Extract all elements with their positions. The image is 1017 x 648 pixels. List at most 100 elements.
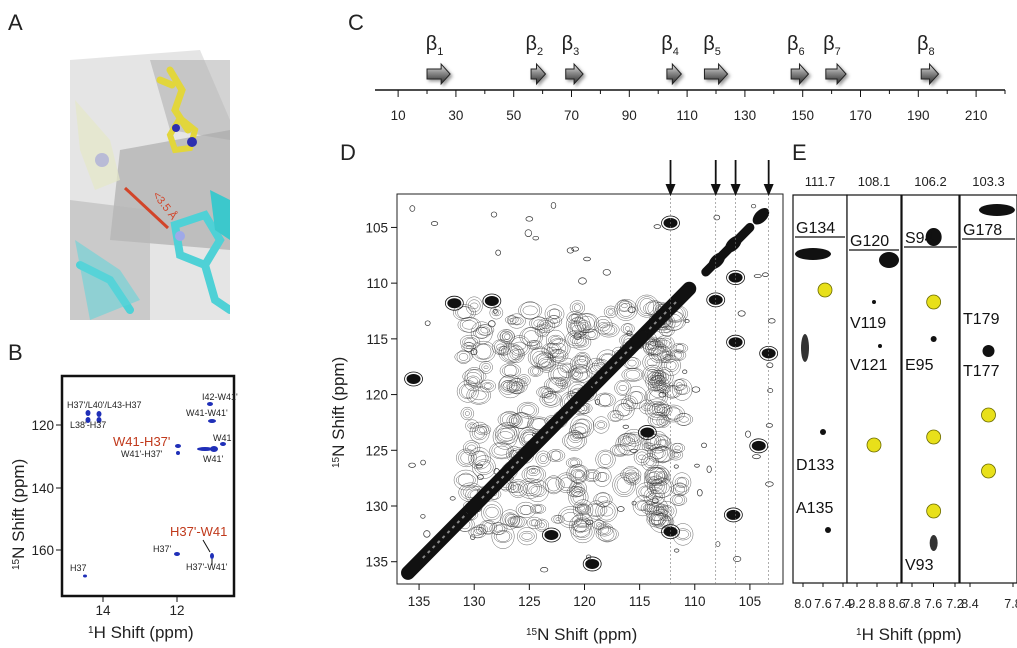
noise-peak [733,556,742,562]
contour [541,342,562,359]
strip-frame [959,194,1017,584]
contour [509,318,515,322]
residue-label: T179 [963,311,1000,328]
contour [546,449,566,463]
diagonal-peak [675,286,692,303]
contour [521,405,535,416]
noise-peak [631,500,637,506]
contour [578,356,587,363]
contour [585,503,608,517]
strip-xtick: 7.2 [946,597,963,611]
noise-peak [673,464,679,469]
contour [493,445,510,456]
noise-peak [578,277,587,285]
peak [96,411,102,417]
panel-d-ytick: 125 [365,443,388,458]
contour [507,314,517,325]
contour [568,368,583,380]
contour [617,402,631,417]
contour [471,340,496,363]
contour [596,522,602,528]
contour [644,496,669,521]
contour [568,486,589,508]
panel-c-xtick: 150 [791,108,814,123]
contour [597,502,616,521]
contour [662,353,674,361]
contour [474,459,494,475]
panel-c-xtick: 130 [734,108,757,123]
noise-peak [495,249,501,256]
panel-b-xaxis: 14 12 [95,596,185,618]
contour [576,518,589,527]
contour [463,341,474,353]
contour [620,323,635,335]
contour [504,315,519,325]
contour [670,483,690,496]
cross-peak [585,558,600,569]
panel-b-spectrum: B 120 140 160 14 12 1H Shift (ppm) 15N S… [8,340,238,642]
contour [505,481,521,493]
contour [593,519,605,531]
peak-label: W41 [213,433,232,443]
peak-label: H37'/L40'/L43-H37 [67,400,142,410]
contour [672,472,692,493]
panel-b-yaxis: 120 140 160 [31,418,62,558]
residue-label: S94 [905,230,934,247]
contour [676,477,687,488]
contour [568,317,589,332]
contour [537,357,556,373]
contour [627,391,645,404]
contour [620,435,633,445]
contour [576,353,589,366]
noise-peak [622,424,629,429]
noise-peak [475,463,483,469]
highlight-peak [926,294,942,310]
contour [569,367,591,381]
strand-arrow [825,62,847,86]
contour [528,519,540,527]
contour [498,343,524,363]
panel-b-ylabel: 15N Shift (ppm) [9,459,28,570]
noise-peak [696,489,703,497]
contour [647,412,669,428]
contour [504,364,517,378]
noise-peak [424,320,431,326]
contour [592,416,610,434]
contour [549,308,560,320]
contour [648,514,664,526]
contour [594,315,613,335]
panel-d-ytick: 130 [365,499,388,514]
strip-header: 108.1 [858,174,891,189]
contour [646,444,652,450]
noise-peak [753,274,762,278]
contour [615,403,633,417]
noise-peak [701,442,707,449]
contour [543,343,560,358]
contour [560,477,573,489]
contour [627,359,637,367]
contour [614,474,634,496]
residue-label: G134 [796,220,835,237]
contour [546,346,558,355]
peak [175,444,181,448]
contour [557,474,575,491]
contour [518,478,543,499]
contour [582,469,602,483]
contour [649,478,665,495]
residue-label: D133 [796,457,834,474]
strand-arrow [530,62,547,86]
contour [548,378,564,392]
contour [462,369,487,384]
strip-header: 111.7 [805,174,836,189]
panel-b-peaks [83,402,226,578]
contour [509,517,516,524]
contour [596,393,614,406]
strand-arrow [426,62,451,86]
contour [573,517,591,528]
contour [507,482,519,493]
highlight-peak [926,429,942,445]
contour [647,338,659,350]
contour [532,367,539,375]
contour [614,380,632,396]
